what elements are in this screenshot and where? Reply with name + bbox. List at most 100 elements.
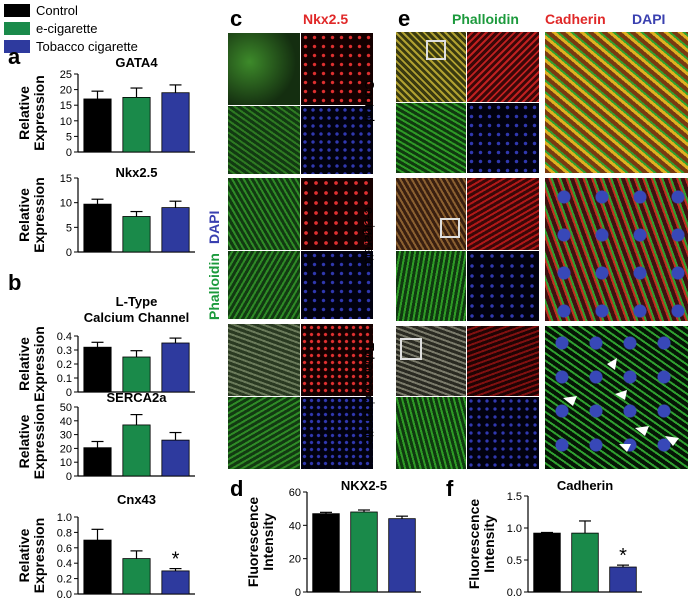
y-tick-label: 0.5 [507, 555, 522, 567]
panel-c-ecig-dapi-image [301, 251, 373, 319]
chart-cadherin-fluor: Cadherin Fluorescence Intensity 0.0 0.5 1.0 1.… [466, 478, 642, 599]
y-tick-label: 15 [60, 173, 72, 185]
y-axis-label: Fluorescence Intensity [466, 499, 497, 589]
panel-e-ecig-phalloidin-image [396, 251, 466, 321]
y-axis-label-line: Relative [16, 337, 32, 391]
bar-e-cigarette [350, 511, 378, 593]
bar-control [83, 539, 112, 595]
y-tick-label: 5 [66, 222, 72, 234]
panel-e-row-label-control: Control [362, 80, 377, 122]
panel-c-control-nkx-image [301, 33, 373, 105]
y-tick-label: 15 [60, 100, 72, 112]
y-axis-label-line: Expression [31, 326, 47, 401]
arrowhead-icon [665, 436, 679, 446]
bar-tobacco-cigarette [161, 207, 190, 253]
significance-star: * [619, 545, 627, 567]
panel-e-control-merge-image [396, 32, 466, 102]
panel-c-nkx25-label: Nkx2.5 [303, 11, 349, 27]
chart-nkx25: Nkx2.5 Relative Expression 0 5 10 15 [16, 165, 195, 259]
y-tick-label: 25 [60, 69, 72, 81]
y-axis-label-line: Intensity [260, 513, 276, 571]
zoom-box [400, 338, 422, 360]
y-tick-label: 0 [295, 587, 301, 599]
bar-tobacco-cigarette [161, 92, 190, 153]
bar-e-cigarette [122, 216, 151, 253]
bar-control [312, 513, 340, 593]
panel-c-tobacco-phalloidin-image [228, 397, 300, 469]
bar-tobacco-cigarette [161, 439, 190, 477]
panel-c-tobacco-nkx-image [301, 324, 373, 396]
panel-e-row-label-ecig: e-cigarette [362, 207, 377, 269]
bar-e-cigarette [122, 356, 151, 393]
panel-e-ecig-merge-image [396, 178, 466, 250]
y-axis-label-line: Fluorescence [466, 499, 482, 589]
chart-title: Calcium Channel [84, 310, 189, 325]
y-tick-label: 1.0 [507, 523, 522, 535]
y-axis-label-line: Expression [31, 75, 47, 150]
y-tick-label: 10 [60, 198, 72, 210]
panel-c-control-dapi-image [301, 106, 373, 174]
y-tick-label: 0.4 [57, 331, 72, 343]
panel-e-phalloidin-label: Phalloidin [452, 11, 519, 27]
y-tick-label: 50 [60, 402, 72, 414]
y-tick-label: 0.3 [57, 345, 72, 357]
arrowhead-icon [635, 426, 649, 436]
panel-c-dapi-label: DAPI [206, 210, 222, 244]
bar-tobacco-cigarette [161, 570, 190, 595]
y-axis-label-line: Expression [31, 404, 47, 479]
legend-item-ecig: e-cigarette [4, 19, 97, 37]
arrowhead-icon [607, 358, 617, 370]
y-tick-label: 0.6 [57, 543, 72, 555]
y-axis-label-line: Expression [31, 177, 47, 252]
bar-e-cigarette [122, 97, 151, 153]
panel-e-tobacco-zoom-image [545, 326, 688, 469]
bar-control [83, 346, 112, 393]
y-tick-label: 60 [289, 487, 301, 499]
y-axis-label: Relative Expression [16, 404, 47, 479]
y-axis-label-line: Relative [16, 188, 32, 242]
panel-e-cadherin-label: Cadherin [545, 11, 606, 27]
legend-label-tobacco: Tobacco cigarette [36, 38, 138, 54]
panel-c-tobacco-merge-image [228, 324, 300, 396]
panel-letter-f: f [446, 476, 454, 501]
panel-e-ecig-dapi-image [467, 251, 539, 321]
y-tick-label: 40 [60, 416, 72, 428]
chart-title: SERCA2a [107, 390, 168, 405]
y-tick-label: 0.2 [57, 359, 72, 371]
chart-title: Cnx43 [117, 492, 156, 507]
y-tick-label: 10 [60, 116, 72, 128]
y-tick-label: 40 [289, 520, 301, 532]
y-tick-label: 0.2 [57, 574, 72, 586]
arrowheads [563, 358, 679, 452]
legend-item-control: Control [4, 1, 78, 19]
panel-letter-b: b [8, 270, 22, 295]
panel-e-dapi-label: DAPI [632, 11, 666, 27]
y-tick-label: 20 [289, 554, 301, 566]
panel-c-ecig-merge-image [228, 178, 300, 250]
chart-title: L-Type [116, 294, 158, 309]
y-tick-label: 1.0 [57, 512, 72, 524]
chart-title: Nkx2.5 [116, 165, 158, 180]
legend-swatch-control [4, 3, 30, 17]
bar-control [83, 203, 112, 253]
panel-e-control-cadherin-image [467, 32, 539, 102]
y-axis-label-line: Relative [16, 414, 32, 468]
zoom-box [426, 40, 446, 60]
panel-letter-c: c [230, 6, 243, 31]
significance-star: * [172, 549, 180, 571]
panel-e-tobacco-merge-image [396, 326, 466, 396]
y-axis-label-line: Relative [16, 86, 32, 140]
panel-e-tobacco-phalloidin-image [396, 397, 466, 469]
y-tick-label: 0.0 [507, 587, 522, 599]
y-tick-label: 30 [60, 430, 72, 442]
y-tick-label: 0.4 [57, 558, 72, 570]
chart-title: NKX2-5 [341, 478, 387, 493]
chart-title: GATA4 [115, 55, 158, 70]
panel-e-row-label-tobacco: Tobacco cigarette [362, 343, 377, 445]
arrowhead-icon [615, 390, 627, 400]
panel-c-ecig-nkx-image [301, 178, 373, 250]
panel-e-control-zoom-image [545, 32, 688, 173]
y-axis-label-line: Expression [31, 518, 47, 593]
bar-control [83, 447, 112, 477]
